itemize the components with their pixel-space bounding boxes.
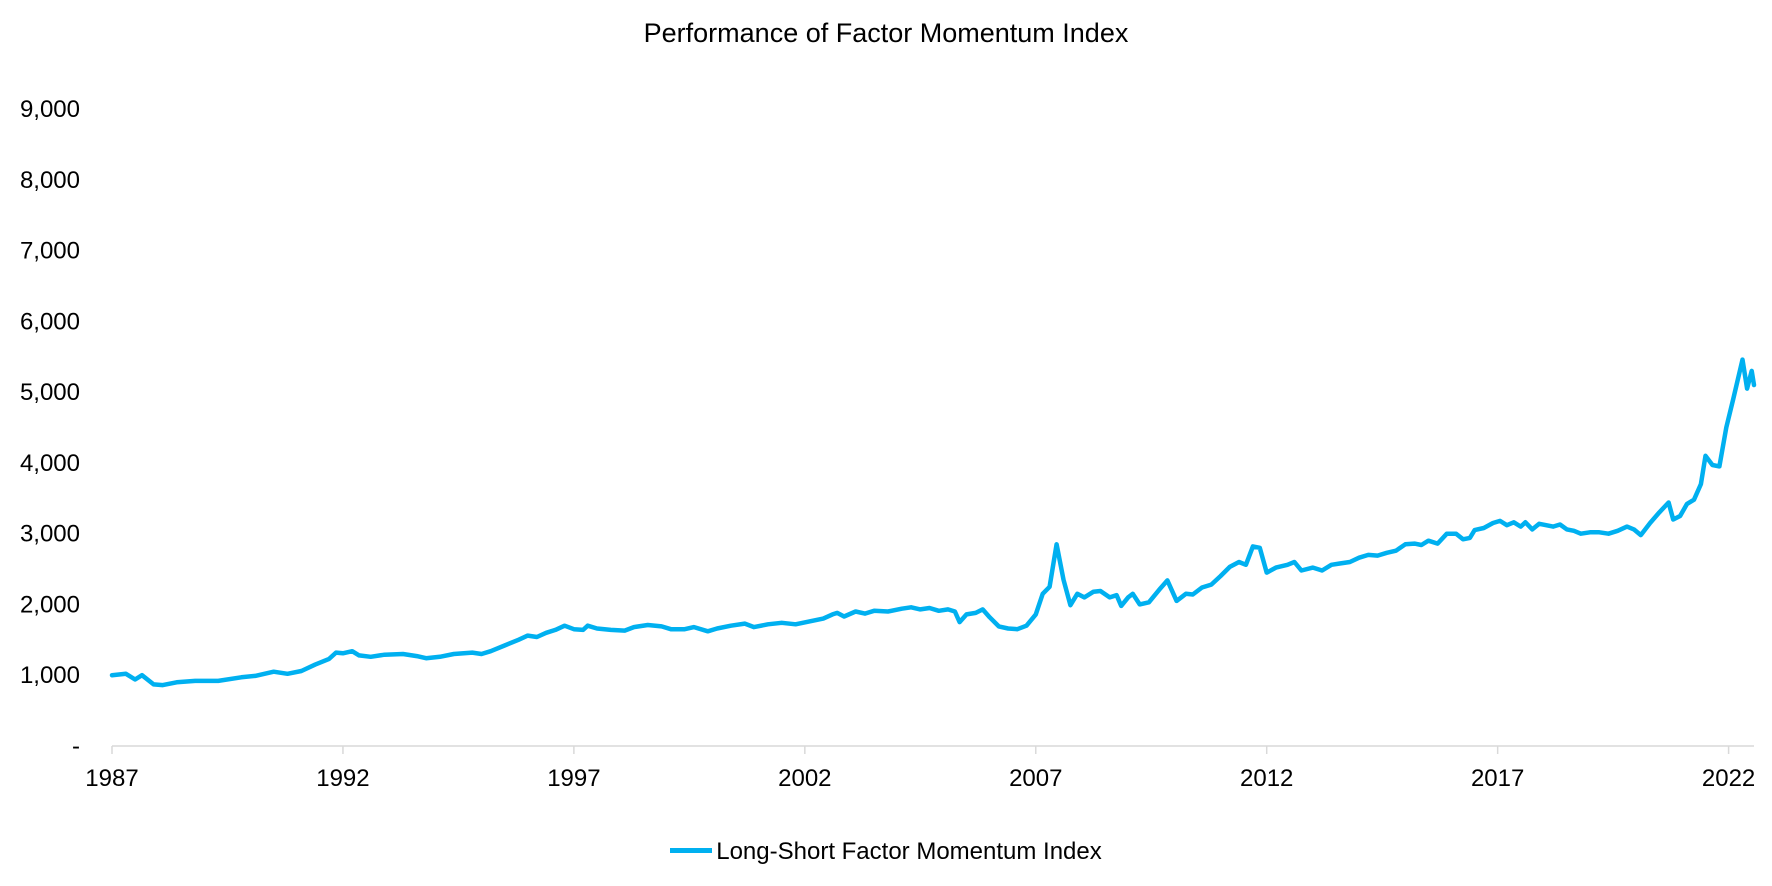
series-line: [109, 357, 1757, 688]
x-axis: 1987 1992 1997 2002 2007 2012 2017 2022: [85, 746, 1755, 792]
y-tick-label: 3,000: [20, 521, 80, 548]
x-tick-label: 1992: [316, 765, 369, 792]
x-tick-label: 1987: [85, 765, 138, 792]
y-tick-label: 5,000: [20, 379, 80, 406]
y-tick-label: 8,000: [20, 167, 80, 194]
y-tick-label: 2,000: [20, 591, 80, 618]
series-group: [109, 357, 1757, 688]
y-tick-label: -: [72, 733, 80, 760]
x-tick-label: 2002: [778, 765, 831, 792]
chart-title: Performance of Factor Momentum Index: [643, 18, 1129, 48]
x-tick-label: 2007: [1009, 765, 1062, 792]
x-tick-label: 2017: [1471, 765, 1524, 792]
x-tick-label: 2012: [1240, 765, 1293, 792]
legend: Long-Short Factor Momentum Index: [0, 838, 1772, 866]
y-axis: - 1,000 2,000 3,000 4,000 5,000 6,000 7,000 8,00…: [20, 96, 80, 760]
y-tick-label: 4,000: [20, 450, 80, 477]
legend-swatch: [670, 848, 713, 854]
legend-label: Long-Short Factor Momentum Index: [716, 838, 1102, 865]
y-tick-label: 6,000: [20, 308, 80, 335]
x-tick-label: 2022: [1702, 765, 1755, 792]
x-tick-label: 1997: [547, 765, 600, 792]
y-tick-label: 9,000: [20, 96, 80, 123]
y-tick-label: 7,000: [20, 238, 80, 265]
y-tick-label: 1,000: [20, 662, 80, 689]
